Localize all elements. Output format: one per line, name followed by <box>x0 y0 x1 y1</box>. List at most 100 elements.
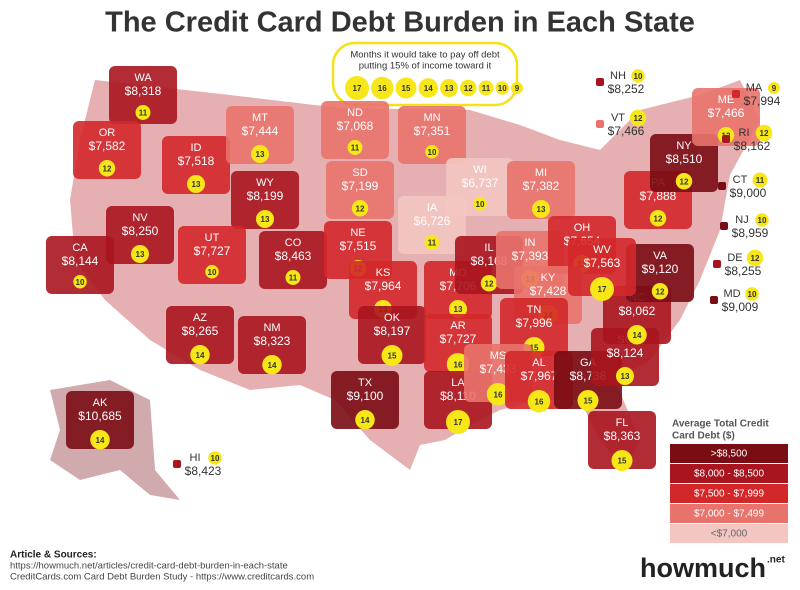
months-bubble <box>381 345 403 366</box>
months-bubble <box>755 124 773 142</box>
state-abbr: ND <box>347 107 363 119</box>
state-debt: $7,888 <box>640 189 677 203</box>
months-label: 13 <box>621 372 630 381</box>
state-area <box>226 106 294 164</box>
months-bubble <box>649 210 667 227</box>
months-bubble <box>752 172 768 188</box>
months-bubble <box>208 451 222 465</box>
state-abbr: OK <box>384 312 401 324</box>
state-debt: $8,318 <box>125 84 162 98</box>
state-area <box>73 121 141 179</box>
months-bubble <box>98 160 116 177</box>
state-debt: $7,444 <box>242 124 279 138</box>
months-label: 14 <box>96 436 105 445</box>
state-debt: $7,382 <box>523 179 560 193</box>
months-bubble <box>527 390 551 413</box>
months-label: 11 <box>428 239 437 248</box>
state-abbr: AZ <box>193 312 207 324</box>
state-area <box>500 298 568 356</box>
months-label: 10 <box>208 268 217 277</box>
state-abbr: NV <box>132 212 148 224</box>
state-area <box>173 460 181 468</box>
months-bubble <box>577 390 599 411</box>
state-area <box>349 261 417 319</box>
state-area <box>626 244 694 302</box>
months-bubble <box>285 270 301 285</box>
state-area <box>238 316 306 374</box>
state-area <box>710 296 718 304</box>
months-label: 13 <box>454 305 463 314</box>
state-abbr: AK <box>93 397 108 409</box>
legend-title: Average Total Credit <box>672 419 769 430</box>
bubble-legend-circle <box>460 79 477 97</box>
months-bubble <box>590 277 614 301</box>
state-debt: $9,100 <box>347 389 384 403</box>
legend-swatch <box>670 464 788 483</box>
months-label: 16 <box>535 397 544 406</box>
state-debt: $8,144 <box>62 254 99 268</box>
state-debt: $6,726 <box>414 214 451 228</box>
legend-label: $8,000 - $8,500 <box>694 469 764 480</box>
state-debt: $7,466 <box>708 106 745 120</box>
months-bubble <box>355 410 375 430</box>
state-debt: $7,727 <box>194 244 231 258</box>
months-label: 10 <box>76 278 85 287</box>
months-bubble <box>262 355 282 375</box>
months-label: 10 <box>211 454 220 463</box>
state-area <box>722 135 730 143</box>
state-debt: $7,466 <box>608 124 645 138</box>
state-area <box>166 306 234 364</box>
state-debt: $8,197 <box>374 324 411 338</box>
state-abbr: OH <box>574 222 591 234</box>
months-bubble <box>73 275 87 289</box>
state-debt: $8,124 <box>607 346 644 360</box>
months-bubble <box>480 275 498 292</box>
months-bubble <box>611 450 633 471</box>
state-debt: $7,996 <box>516 316 553 330</box>
state-area <box>321 101 389 159</box>
state-debt: $7,393 <box>512 249 549 263</box>
months-label: 11 <box>351 144 360 153</box>
state-area <box>650 134 718 192</box>
state-abbr: MS <box>490 350 507 362</box>
state-abbr: HI <box>190 452 201 464</box>
state-abbr: WY <box>256 177 274 189</box>
months-label: 12 <box>654 214 663 223</box>
months-label: 12 <box>751 254 760 263</box>
state-abbr: MI <box>535 167 547 179</box>
state-debt: $7,428 <box>530 284 567 298</box>
state-abbr: MA <box>746 82 763 94</box>
legend-title: Card Debt ($) <box>672 431 735 442</box>
state-debt: $7,727 <box>440 332 477 346</box>
legend-swatch <box>670 444 788 463</box>
state-debt: $7,068 <box>337 119 374 133</box>
bubble-legend-circle <box>395 77 417 99</box>
state-area <box>106 206 174 264</box>
legend-label: $7,000 - $7,499 <box>694 509 764 520</box>
state-abbr: AL <box>532 357 545 369</box>
state-abbr: SD <box>352 167 367 179</box>
months-bubble <box>486 383 510 406</box>
state-abbr: NE <box>350 227 365 239</box>
months-label: 15 <box>618 457 627 466</box>
months-label: 14 <box>361 416 370 425</box>
state-area <box>66 391 134 449</box>
months-label: 13 <box>136 250 145 259</box>
months-bubble <box>755 213 769 227</box>
months-bubble <box>627 325 647 345</box>
state-abbr: LA <box>451 377 465 389</box>
months-label: 11 <box>289 274 298 283</box>
months-bubble <box>616 367 634 385</box>
state-debt: $8,252 <box>608 82 645 96</box>
state-area <box>358 306 426 364</box>
months-bubble <box>190 345 210 365</box>
state-debt: $8,250 <box>122 224 159 238</box>
state-area <box>259 231 327 289</box>
state-abbr: FL <box>616 417 629 429</box>
bubble-legend-label: 13 <box>445 84 454 93</box>
state-debt: $7,964 <box>365 279 402 293</box>
months-label: 12 <box>485 279 494 288</box>
state-debt: $6,737 <box>462 176 499 190</box>
months-bubble <box>629 109 647 127</box>
state-abbr: DE <box>727 252 742 264</box>
